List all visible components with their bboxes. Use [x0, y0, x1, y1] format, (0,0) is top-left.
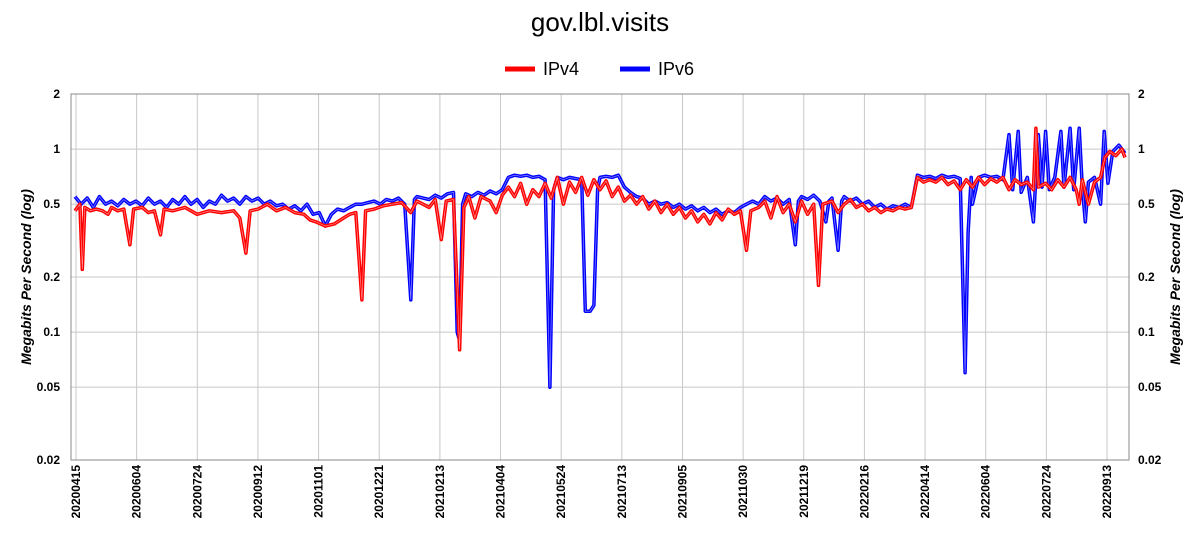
- y-tick-label: 2: [1138, 87, 1145, 101]
- x-tick-label: 20200604: [130, 465, 144, 519]
- y-tick-label: 0.1: [1138, 325, 1155, 339]
- x-tick-label: 20220604: [979, 465, 993, 519]
- x-tick-label: 20211219: [797, 465, 811, 518]
- y-ticks-left: 2 1 0.5 0.2 0.1 0.05 0.02: [37, 87, 61, 467]
- x-tick-label: 20210713: [615, 465, 629, 519]
- x-tick-label: 20210213: [433, 465, 447, 519]
- y-axis-label-right: Megabits Per Second (log): [1167, 189, 1183, 365]
- y-tick-label: 0.5: [43, 197, 60, 211]
- y-tick-label: 1: [53, 142, 60, 156]
- x-tick-label: 20210404: [494, 465, 508, 519]
- legend-item-ipv4: IPv4: [505, 59, 579, 79]
- x-tick-label: 20220913: [1100, 465, 1114, 519]
- x-tick-label: 20201221: [372, 465, 386, 519]
- legend-label-ipv4: IPv4: [543, 59, 579, 79]
- x-ticks: 20200415 20200604 20200724 20200912 20201101…: [69, 465, 1114, 519]
- y-tick-label: 0.1: [43, 325, 60, 339]
- x-tick-label: 20201101: [312, 465, 326, 518]
- y-tick-label: 0.02: [37, 453, 61, 467]
- y-tick-label: 0.2: [43, 270, 60, 284]
- x-tick-label: 20220216: [857, 465, 871, 519]
- y-tick-label: 2: [53, 87, 60, 101]
- series-highlight-ipv6: [74, 128, 1126, 388]
- x-tick-label: 20210905: [675, 465, 689, 519]
- y-ticks-right: 2 1 0.5 0.2 0.1 0.05 0.02: [1138, 87, 1162, 467]
- grid: [71, 93, 1129, 461]
- legend: IPv4 IPv6: [505, 59, 694, 79]
- y-tick-label: 0.5: [1138, 197, 1155, 211]
- chart-title: gov.lbl.visits: [531, 7, 669, 37]
- y-axis-label-left: Megabits Per Second (log): [18, 189, 34, 365]
- x-tick-label: 20211030: [736, 465, 750, 518]
- series-highlight-ipv4: [74, 128, 1126, 350]
- x-tick-label: 20200724: [190, 465, 204, 519]
- y-tick-label: 0.05: [1138, 380, 1162, 394]
- y-tick-label: 0.05: [37, 380, 61, 394]
- x-tick-label: 20200912: [251, 465, 265, 519]
- legend-label-ipv6: IPv6: [658, 59, 694, 79]
- legend-item-ipv6: IPv6: [620, 59, 694, 79]
- x-tick-label: 20220724: [1039, 465, 1053, 519]
- x-tick-label: 20220414: [918, 465, 932, 519]
- x-tick-label: 20210524: [554, 465, 568, 519]
- y-tick-label: 0.2: [1138, 270, 1155, 284]
- y-tick-label: 0.02: [1138, 453, 1162, 467]
- y-tick-label: 1: [1138, 142, 1145, 156]
- plot-frame: [70, 93, 1130, 461]
- series-layer: [73, 126, 1127, 389]
- x-tick-label: 20200415: [69, 465, 83, 519]
